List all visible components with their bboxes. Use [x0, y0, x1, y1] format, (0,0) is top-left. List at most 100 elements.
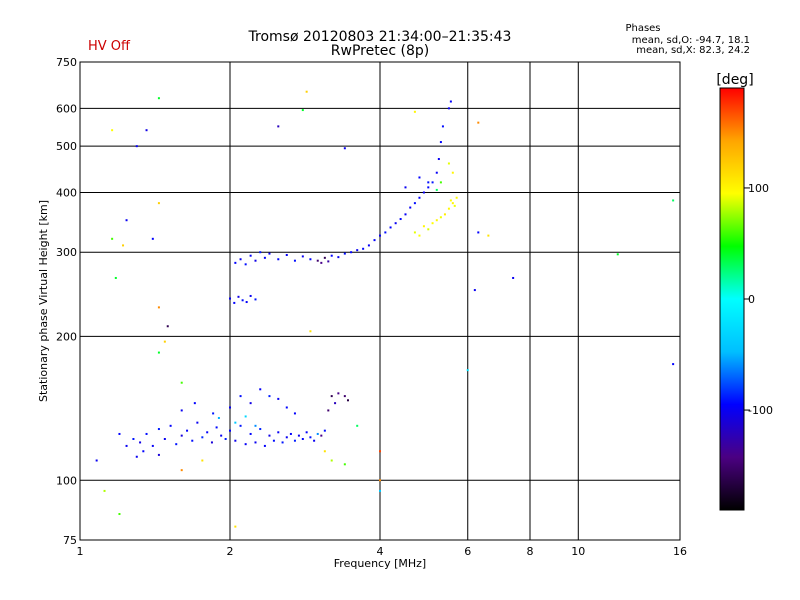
data-point: [157, 97, 160, 100]
data-point: [229, 406, 231, 409]
data-point: [157, 202, 160, 205]
data-point: [441, 125, 444, 128]
data-point: [316, 432, 319, 435]
data-point: [449, 100, 452, 103]
data-point: [427, 186, 430, 189]
data-point: [427, 181, 430, 184]
data-point: [193, 402, 196, 405]
data-point: [443, 213, 446, 216]
x-tick-label: 10: [571, 545, 585, 558]
x-tick-label: 4: [377, 545, 384, 558]
stats-title: Phases: [625, 23, 660, 34]
data-point: [305, 431, 308, 434]
data-point: [244, 443, 247, 446]
plot-grid: [80, 62, 680, 540]
x-axis-ticks: 1 2 4 6 8 10 16: [77, 545, 688, 558]
data-point: [239, 258, 242, 261]
data-point: [384, 231, 387, 234]
y-tick-label: 400: [56, 186, 77, 199]
data-point: [142, 450, 145, 453]
data-point: [337, 256, 340, 259]
data-point: [309, 330, 312, 333]
data-point: [330, 395, 333, 398]
data-point: [418, 196, 421, 199]
data-point: [399, 218, 402, 221]
data-point: [313, 439, 316, 442]
data-point: [453, 204, 456, 207]
data-point: [111, 237, 114, 240]
data-point: [201, 459, 204, 462]
data-point: [151, 444, 154, 447]
data-point: [285, 254, 288, 257]
data-point: [210, 441, 213, 444]
data-point: [234, 439, 237, 442]
data-point: [356, 424, 359, 427]
colorbar-tick-label: -100: [748, 404, 773, 417]
data-point: [418, 176, 421, 179]
data-point: [301, 109, 304, 112]
data-point: [439, 216, 442, 219]
y-tick-label: 200: [56, 330, 77, 343]
data-point: [334, 402, 337, 405]
x-tick-label: 8: [527, 545, 534, 558]
data-point: [389, 226, 392, 229]
data-point: [114, 276, 117, 279]
data-point: [234, 261, 237, 264]
data-point: [166, 325, 169, 328]
data-point: [180, 381, 183, 384]
data-point: [323, 256, 326, 259]
y-tick-label: 500: [56, 140, 77, 153]
data-point: [337, 392, 340, 395]
data-point: [301, 437, 304, 440]
data-point: [244, 415, 247, 418]
data-point: [309, 258, 312, 261]
data-point: [201, 436, 204, 439]
data-point: [277, 258, 280, 261]
data-point: [259, 251, 262, 254]
data-point: [616, 253, 619, 256]
data-point: [343, 147, 346, 150]
data-point: [239, 395, 242, 398]
data-point: [135, 145, 138, 148]
data-point: [249, 254, 252, 257]
data-point: [245, 301, 248, 304]
data-point: [229, 429, 231, 432]
stats-line2: mean, sd,X: 82.3, 24.2: [636, 45, 750, 56]
data-point: [95, 459, 98, 462]
chart-title-line2: RwPretec (8p): [331, 43, 429, 59]
data-point: [237, 295, 240, 298]
data-point: [451, 202, 454, 205]
x-tick-label: 16: [673, 545, 687, 558]
data-point: [241, 299, 244, 302]
data-point: [268, 395, 271, 398]
data-point: [132, 437, 135, 440]
colorbar-tick-label: 0: [748, 293, 755, 306]
data-point: [330, 254, 333, 257]
data-point: [439, 141, 442, 144]
data-point: [350, 251, 353, 254]
data-point: [404, 186, 407, 189]
data-point: [413, 110, 416, 113]
data-point: [263, 256, 266, 259]
data-point: [196, 421, 199, 424]
data-point: [343, 463, 346, 466]
y-tick-label: 300: [56, 246, 77, 259]
data-point: [356, 249, 359, 252]
data-point: [293, 439, 296, 442]
data-point: [118, 513, 121, 516]
data-point: [413, 231, 416, 234]
data-point: [254, 259, 257, 262]
data-point: [422, 191, 425, 194]
data-point: [327, 260, 330, 263]
y-axis-label: Stationary phase Virtual Height [km]: [37, 200, 50, 402]
data-point: [672, 363, 675, 366]
data-point: [473, 289, 476, 292]
data-point: [268, 252, 271, 255]
data-point: [455, 196, 458, 199]
data-point: [277, 125, 280, 128]
hv-status-label: HV Off: [88, 39, 131, 54]
y-axis-ticks: 75 100 200 300 400 500 600 750: [56, 56, 77, 547]
data-point: [413, 202, 416, 205]
data-point: [305, 90, 308, 93]
data-point: [268, 434, 271, 437]
